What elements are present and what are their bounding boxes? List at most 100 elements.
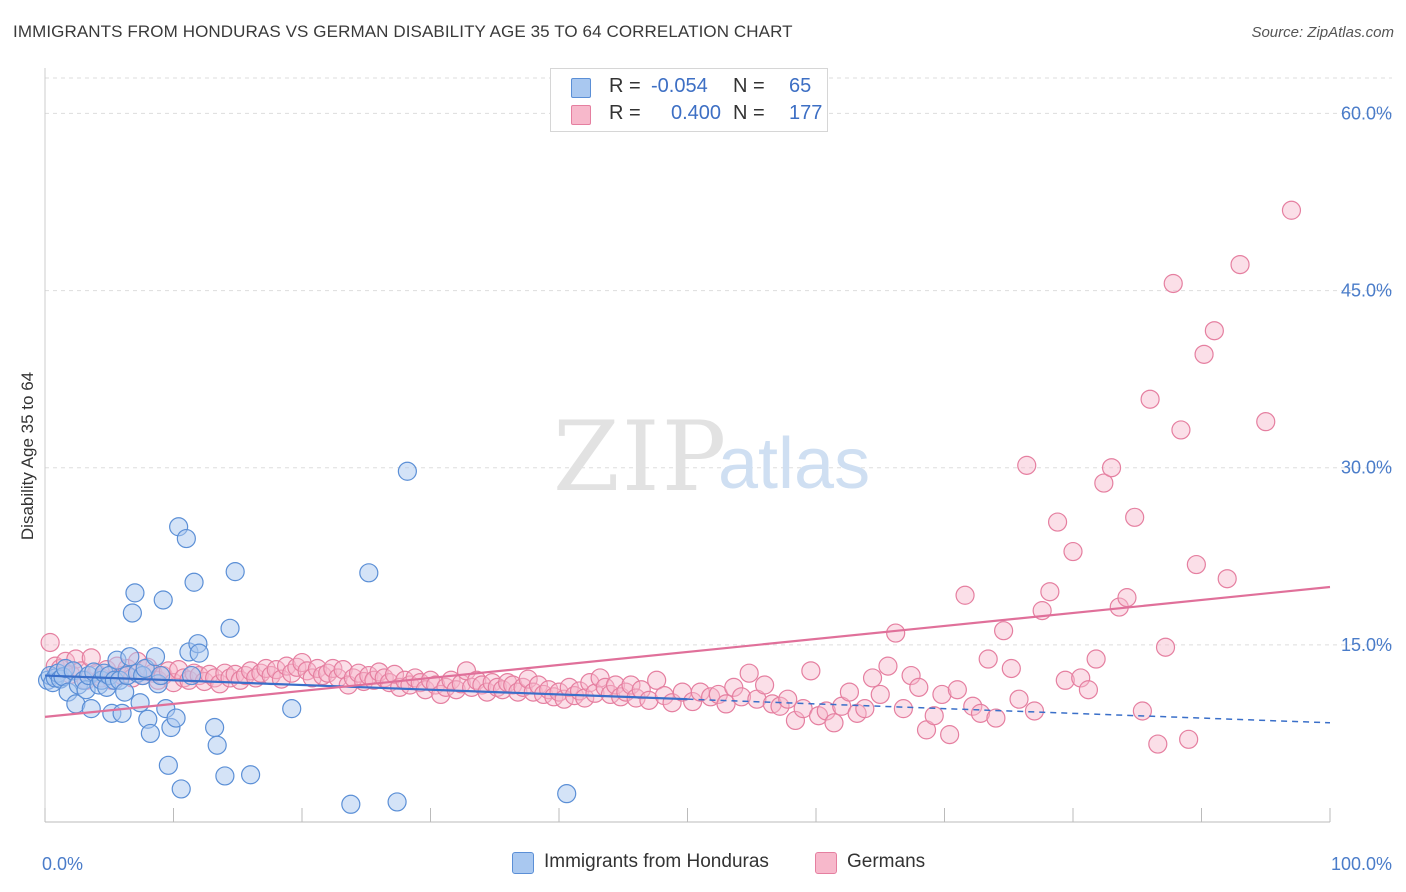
point-germans: [1017, 455, 1037, 475]
point-germans: [1055, 670, 1075, 690]
point-germans: [1132, 701, 1152, 721]
y-tick-label: 45.0%: [1341, 281, 1392, 301]
legend-r-label: R =: [609, 102, 641, 124]
x-tick-labels: 0.0% 100.0%: [42, 854, 1392, 874]
point-honduras: [145, 647, 166, 667]
point-honduras: [153, 590, 173, 610]
point-honduras: [359, 563, 379, 583]
point-germans: [855, 699, 875, 719]
point-honduras: [166, 708, 186, 728]
point-germans: [210, 674, 230, 694]
point-germans: [266, 660, 286, 680]
point-honduras: [220, 618, 240, 638]
point-germans: [1155, 637, 1176, 657]
point-honduras: [207, 735, 227, 755]
point-honduras: [112, 703, 132, 723]
point-germans: [1009, 689, 1029, 709]
point-germans: [801, 661, 821, 681]
legend-swatch-honduras: [571, 78, 591, 98]
point-germans: [893, 699, 913, 719]
legend-r-value: 0.400: [671, 102, 722, 124]
bottom-legend-honduras: Immigrants from Honduras: [512, 851, 812, 875]
point-germans: [1256, 412, 1276, 432]
point-honduras: [282, 699, 302, 719]
x-tick-label-max: 100.0%: [1331, 854, 1392, 874]
point-germans: [878, 656, 898, 676]
point-germans: [1063, 541, 1083, 562]
point-germans: [1117, 588, 1137, 608]
point-germans: [994, 621, 1014, 641]
point-germans: [1101, 458, 1122, 478]
y-axis-title: Disability Age 35 to 64: [18, 372, 37, 540]
point-germans: [886, 623, 906, 643]
point-germans: [739, 663, 759, 683]
point-germans: [978, 649, 998, 669]
point-germans: [824, 713, 844, 733]
point-germans: [1194, 344, 1214, 364]
point-honduras: [215, 766, 235, 786]
point-germans: [40, 632, 60, 653]
legend-r-value: -0.054: [651, 75, 708, 97]
point-germans: [1001, 658, 1021, 679]
point-germans: [333, 660, 353, 680]
point-germans: [762, 694, 782, 714]
point-germans: [1186, 554, 1206, 575]
point-germans: [986, 708, 1006, 728]
bottom-legend-germans: Germans: [815, 851, 965, 875]
point-germans: [754, 675, 775, 695]
point-germans: [901, 665, 921, 686]
point-germans: [1024, 701, 1045, 721]
point-germans: [1047, 512, 1068, 532]
point-germans: [862, 668, 883, 688]
point-honduras: [341, 794, 361, 814]
points-honduras: [37, 461, 577, 814]
source-label: Source: ZipAtlas.com: [1251, 24, 1394, 41]
point-germans: [1171, 420, 1191, 440]
point-honduras: [171, 779, 191, 799]
point-honduras: [557, 784, 577, 804]
point-germans: [1094, 473, 1114, 493]
point-germans: [1163, 273, 1183, 294]
point-honduras: [225, 562, 245, 582]
point-honduras: [176, 528, 196, 549]
point-germans: [839, 682, 860, 702]
watermark-atlas: atlas: [718, 424, 870, 504]
point-germans: [605, 675, 626, 695]
trend-lines: [44, 585, 1331, 724]
point-germans: [778, 689, 798, 709]
point-honduras: [151, 665, 171, 686]
watermark: ZIP atlas: [553, 401, 870, 513]
trend-line-germans: [44, 585, 1331, 718]
legend-swatch-germans: [571, 105, 591, 125]
legend-r-label: R =: [609, 75, 641, 97]
point-honduras: [120, 647, 140, 667]
point-honduras: [189, 643, 209, 663]
point-germans: [932, 684, 952, 705]
point-germans: [585, 683, 605, 703]
trend-line-honduras-dashed: [687, 698, 1331, 724]
point-honduras: [184, 572, 204, 592]
point-germans: [580, 673, 600, 693]
bottom-legend-label-germans: Germans: [847, 851, 926, 872]
point-germans: [1179, 729, 1199, 749]
trend-line-honduras: [44, 674, 688, 701]
point-honduras: [81, 699, 101, 719]
point-honduras: [158, 755, 178, 775]
point-germans: [1040, 582, 1060, 602]
point-germans: [639, 690, 659, 710]
point-germans: [1078, 680, 1099, 700]
point-germans: [816, 701, 836, 721]
point-germans: [1281, 200, 1302, 220]
point-honduras: [125, 583, 145, 603]
bottom-legend-swatch-honduras: [512, 852, 534, 874]
y-tick-label: 30.0%: [1341, 458, 1392, 478]
point-germans: [924, 706, 944, 726]
y-tick-label: 15.0%: [1341, 635, 1392, 655]
point-honduras: [122, 603, 142, 623]
point-germans: [1217, 569, 1237, 589]
point-germans: [870, 684, 890, 705]
legend-n-value: 65: [789, 75, 812, 97]
point-germans: [1140, 389, 1160, 409]
page-title: IMMIGRANTS FROM HONDURAS VS GERMAN DISAB…: [13, 22, 793, 41]
